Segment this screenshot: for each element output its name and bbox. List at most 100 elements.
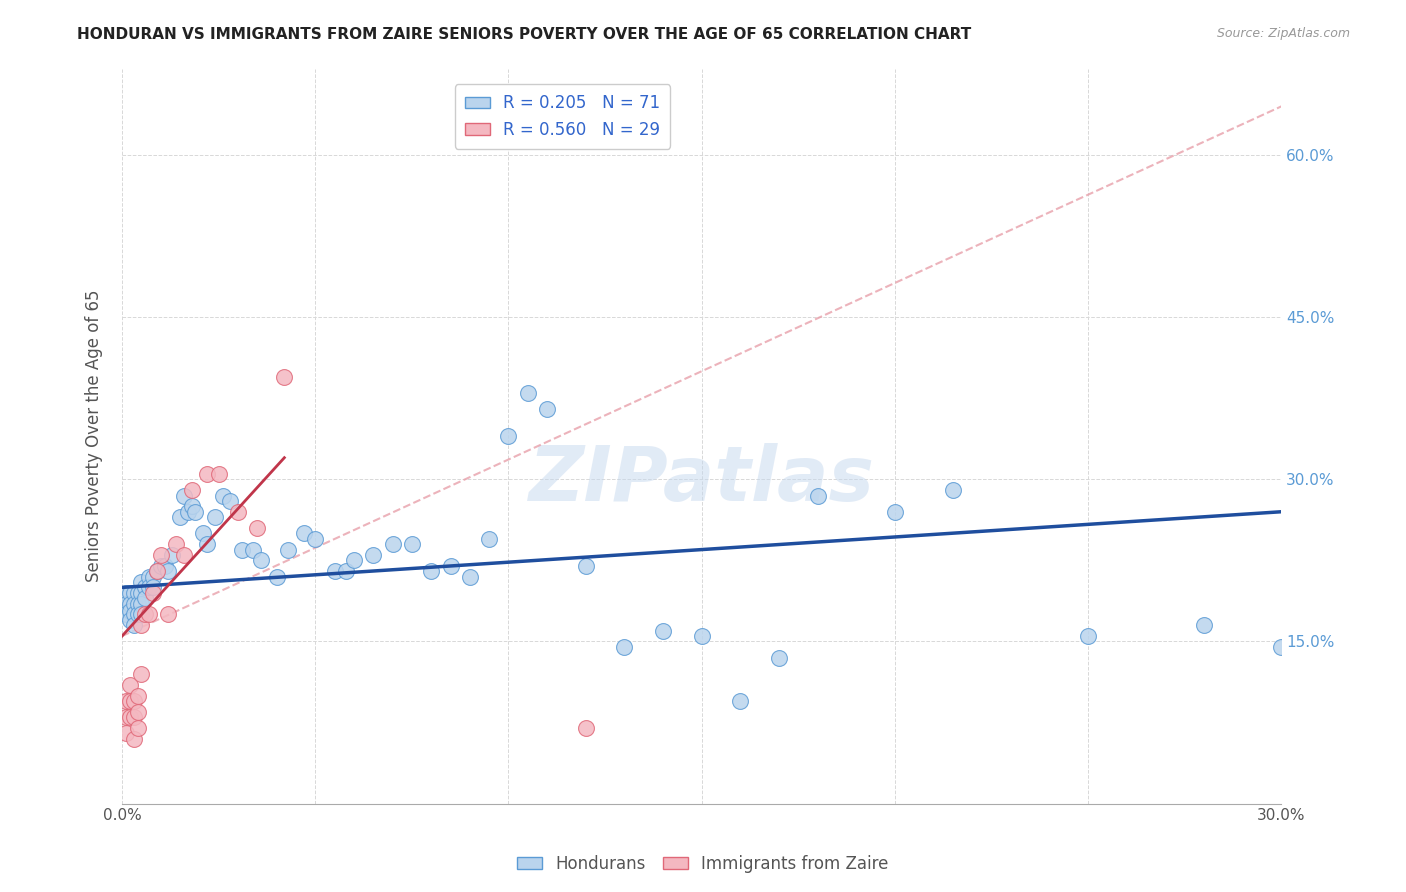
Point xyxy=(118,694,141,708)
Point xyxy=(127,597,149,611)
Point xyxy=(420,564,443,578)
Point xyxy=(162,548,184,562)
Point xyxy=(134,607,156,622)
Point xyxy=(138,607,160,622)
Point xyxy=(343,553,366,567)
Legend: Hondurans, Immigrants from Zaire: Hondurans, Immigrants from Zaire xyxy=(510,848,896,880)
Point xyxy=(127,586,149,600)
Point xyxy=(118,604,141,618)
Point xyxy=(195,467,218,481)
Point xyxy=(575,558,598,573)
Point xyxy=(127,705,149,719)
Point xyxy=(131,607,153,622)
Point xyxy=(173,548,195,562)
Point xyxy=(115,586,138,600)
Point xyxy=(277,542,299,557)
Point xyxy=(115,694,138,708)
Point xyxy=(146,564,169,578)
Text: HONDURAN VS IMMIGRANTS FROM ZAIRE SENIORS POVERTY OVER THE AGE OF 65 CORRELATION: HONDURAN VS IMMIGRANTS FROM ZAIRE SENIOR… xyxy=(77,27,972,42)
Point xyxy=(613,640,636,654)
Point xyxy=(1270,640,1292,654)
Point xyxy=(246,521,269,535)
Point xyxy=(516,385,538,400)
Point xyxy=(323,564,346,578)
Point xyxy=(131,574,153,589)
Point xyxy=(127,607,149,622)
Point xyxy=(115,710,138,724)
Point xyxy=(266,569,288,583)
Point xyxy=(169,510,191,524)
Point xyxy=(131,618,153,632)
Point xyxy=(730,694,752,708)
Point xyxy=(884,505,907,519)
Point xyxy=(142,581,165,595)
Point xyxy=(273,369,295,384)
Point xyxy=(115,597,138,611)
Point xyxy=(122,731,145,746)
Point xyxy=(381,537,404,551)
Point xyxy=(138,569,160,583)
Point xyxy=(118,586,141,600)
Text: Source: ZipAtlas.com: Source: ZipAtlas.com xyxy=(1216,27,1350,40)
Point xyxy=(138,581,160,595)
Point xyxy=(195,537,218,551)
Point xyxy=(142,569,165,583)
Point xyxy=(180,500,202,514)
Point xyxy=(292,526,315,541)
Point xyxy=(122,597,145,611)
Point xyxy=(131,597,153,611)
Point xyxy=(122,694,145,708)
Point xyxy=(115,726,138,740)
Point xyxy=(122,607,145,622)
Point xyxy=(231,542,253,557)
Point xyxy=(118,613,141,627)
Point xyxy=(478,532,501,546)
Point xyxy=(1192,618,1215,632)
Point xyxy=(146,564,169,578)
Point xyxy=(142,586,165,600)
Point xyxy=(304,532,326,546)
Point xyxy=(173,489,195,503)
Point xyxy=(149,548,172,562)
Point xyxy=(242,542,264,557)
Point xyxy=(184,505,207,519)
Point xyxy=(180,483,202,497)
Point xyxy=(652,624,675,638)
Point xyxy=(361,548,384,562)
Point xyxy=(118,710,141,724)
Point xyxy=(122,618,145,632)
Point xyxy=(536,402,558,417)
Point xyxy=(122,586,145,600)
Point xyxy=(165,537,187,551)
Point xyxy=(498,429,520,443)
Point xyxy=(122,710,145,724)
Point xyxy=(134,591,156,606)
Point xyxy=(157,607,180,622)
Point xyxy=(134,581,156,595)
Point xyxy=(768,650,790,665)
Point xyxy=(401,537,423,551)
Point xyxy=(807,489,830,503)
Point xyxy=(149,558,172,573)
Point xyxy=(226,505,249,519)
Legend: R = 0.205   N = 71, R = 0.560   N = 29: R = 0.205 N = 71, R = 0.560 N = 29 xyxy=(456,84,671,149)
Point xyxy=(157,564,180,578)
Point xyxy=(127,689,149,703)
Point xyxy=(458,569,481,583)
Point xyxy=(439,558,461,573)
Point xyxy=(193,526,215,541)
Point xyxy=(131,586,153,600)
Point xyxy=(153,558,176,573)
Point xyxy=(575,721,598,735)
Point xyxy=(211,489,233,503)
Point xyxy=(131,666,153,681)
Point xyxy=(250,553,273,567)
Point xyxy=(118,597,141,611)
Point xyxy=(942,483,965,497)
Point xyxy=(1077,629,1099,643)
Point xyxy=(177,505,200,519)
Point xyxy=(127,721,149,735)
Point xyxy=(219,494,242,508)
Point xyxy=(115,607,138,622)
Point xyxy=(118,678,141,692)
